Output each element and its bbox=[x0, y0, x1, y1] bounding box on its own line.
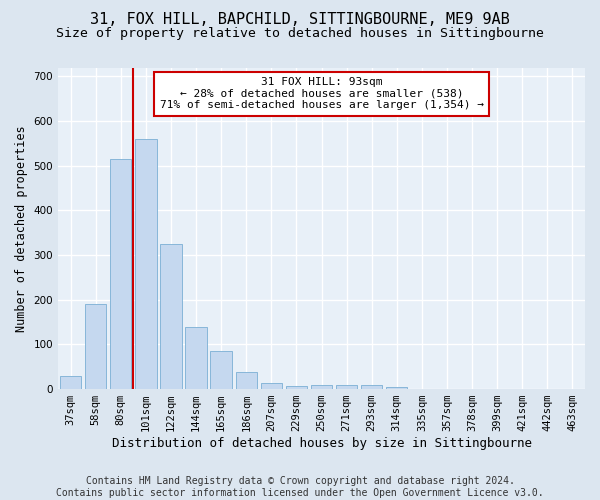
Bar bbox=[236, 372, 257, 389]
Bar bbox=[85, 304, 106, 389]
Bar bbox=[260, 384, 282, 389]
Bar bbox=[386, 387, 407, 389]
Text: Size of property relative to detached houses in Sittingbourne: Size of property relative to detached ho… bbox=[56, 28, 544, 40]
Text: 31 FOX HILL: 93sqm
← 28% of detached houses are smaller (538)
71% of semi-detach: 31 FOX HILL: 93sqm ← 28% of detached hou… bbox=[160, 77, 484, 110]
Text: 31, FOX HILL, BAPCHILD, SITTINGBOURNE, ME9 9AB: 31, FOX HILL, BAPCHILD, SITTINGBOURNE, M… bbox=[90, 12, 510, 28]
Y-axis label: Number of detached properties: Number of detached properties bbox=[15, 125, 28, 332]
Bar bbox=[211, 351, 232, 389]
Text: Contains HM Land Registry data © Crown copyright and database right 2024.
Contai: Contains HM Land Registry data © Crown c… bbox=[56, 476, 544, 498]
Bar bbox=[110, 159, 131, 389]
Bar bbox=[361, 384, 382, 389]
Bar bbox=[60, 376, 81, 389]
Bar bbox=[135, 139, 157, 389]
Bar bbox=[311, 385, 332, 389]
Bar bbox=[160, 244, 182, 389]
Bar bbox=[336, 385, 357, 389]
Bar bbox=[286, 386, 307, 389]
Bar bbox=[185, 326, 207, 389]
X-axis label: Distribution of detached houses by size in Sittingbourne: Distribution of detached houses by size … bbox=[112, 437, 532, 450]
